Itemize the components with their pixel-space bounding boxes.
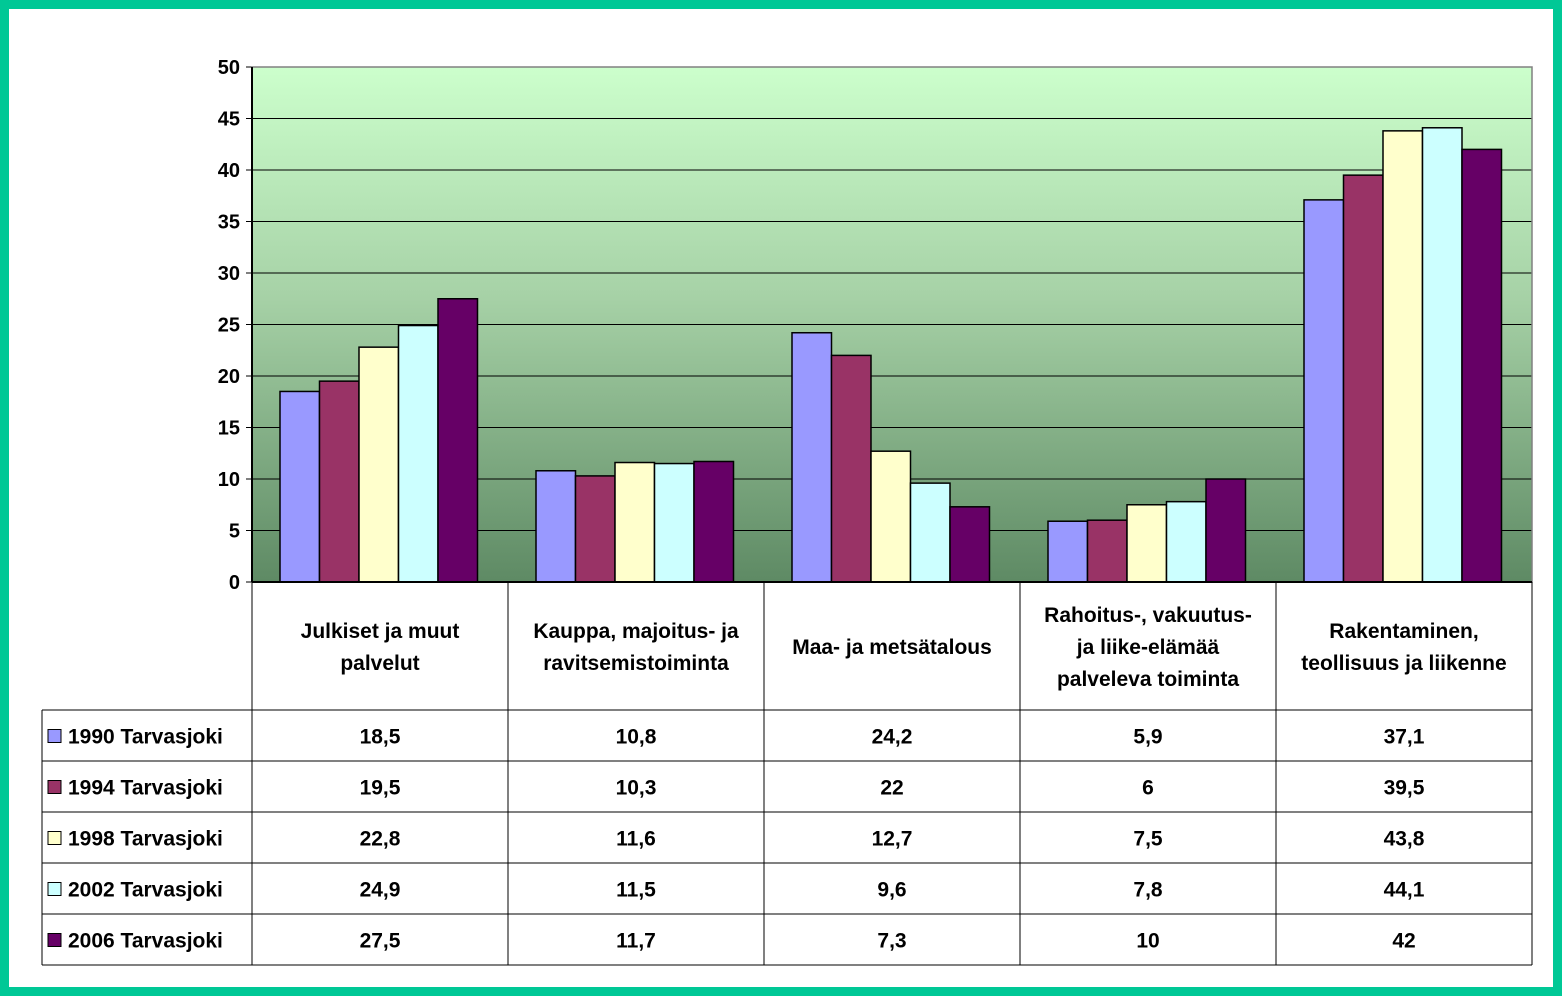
- bar: [909, 482, 951, 583]
- data-label: 12,7: [872, 828, 913, 851]
- legend-label: 1994 Tarvasjoki: [68, 777, 223, 800]
- bar: [791, 331, 833, 583]
- category-label: Maa- ja metsätalous: [792, 636, 992, 659]
- bar: [1205, 478, 1247, 583]
- category-label: Rakentaminen,: [1329, 620, 1478, 643]
- y-tick-label: 10: [218, 469, 240, 491]
- category-label: palveleva toiminta: [1057, 668, 1239, 691]
- bar: [279, 390, 321, 583]
- bar: [1126, 504, 1168, 583]
- category-label: Kauppa, majoitus- ja: [533, 620, 739, 643]
- data-label: 18,5: [360, 726, 401, 749]
- data-label: 7,8: [1133, 879, 1163, 902]
- y-tick-label: 25: [218, 315, 240, 337]
- category-label: Rahoitus-, vakuutus-: [1044, 604, 1252, 627]
- category-label: teollisuus ja liikenne: [1301, 652, 1506, 675]
- y-tick-label: 50: [218, 57, 240, 79]
- bar: [870, 450, 912, 583]
- bar: [318, 380, 360, 583]
- bar: [574, 475, 616, 583]
- legend-label: 2006 Tarvasjoki: [68, 930, 223, 953]
- legend-key: [47, 882, 62, 896]
- data-label: 39,5: [1384, 777, 1425, 800]
- y-tick-label: 45: [218, 109, 240, 131]
- bar: [535, 470, 577, 583]
- data-label: 43,8: [1384, 828, 1425, 851]
- data-label: 37,1: [1384, 726, 1425, 749]
- bar: [358, 346, 400, 583]
- data-label: 9,6: [877, 879, 906, 902]
- legend-label: 1998 Tarvasjoki: [68, 828, 223, 851]
- data-label: 44,1: [1384, 879, 1425, 902]
- data-label: 6: [1142, 777, 1154, 800]
- legend-key: [47, 780, 62, 794]
- data-label: 10,3: [616, 777, 657, 800]
- data-label: 27,5: [360, 930, 401, 953]
- legend-label: 1990 Tarvasjoki: [68, 726, 223, 749]
- data-label: 11,5: [616, 879, 656, 902]
- bar: [693, 460, 735, 583]
- legend-key: [47, 933, 62, 947]
- data-label: 24,9: [360, 879, 401, 902]
- data-label: 10,8: [616, 726, 657, 749]
- bar: [653, 462, 695, 583]
- y-tick-label: 0: [229, 572, 240, 594]
- bar: [1086, 519, 1128, 583]
- bar: [1303, 199, 1345, 583]
- data-label: 24,2: [872, 726, 913, 749]
- y-tick-label: 30: [218, 263, 240, 285]
- data-label: 11,7: [616, 930, 656, 953]
- bar: [949, 506, 991, 583]
- legend-label: 2002 Tarvasjoki: [68, 879, 223, 902]
- y-tick-label: 35: [218, 212, 240, 234]
- bar: [614, 461, 656, 583]
- y-tick-label: 5: [229, 521, 240, 543]
- data-label: 22: [880, 777, 903, 800]
- legend-key: [47, 729, 62, 743]
- data-label: 42: [1392, 930, 1415, 953]
- data-label: 7,5: [1133, 828, 1163, 851]
- bar: [397, 324, 439, 583]
- data-label: 22,8: [360, 828, 401, 851]
- data-label: 5,9: [1133, 726, 1162, 749]
- category-label: Julkiset ja muut: [301, 620, 460, 643]
- bar: [1165, 500, 1207, 583]
- category-label: ja liike-elämää: [1076, 636, 1220, 659]
- bar: [830, 354, 872, 583]
- bar: [1461, 148, 1503, 583]
- legend-key: [47, 831, 62, 845]
- y-tick-label: 20: [218, 366, 240, 388]
- data-label: 10: [1136, 930, 1159, 953]
- category-label: palvelut: [340, 652, 419, 675]
- bar: [1421, 127, 1463, 583]
- bar: [1382, 130, 1424, 583]
- bar: [1342, 174, 1384, 583]
- category-label: ravitsemistoiminta: [543, 652, 729, 675]
- data-label: 7,3: [877, 930, 906, 953]
- data-label: 19,5: [360, 777, 401, 800]
- bar: [1047, 520, 1089, 583]
- y-tick-label: 15: [218, 418, 240, 440]
- bar: [437, 298, 479, 583]
- y-tick-label: 40: [218, 160, 240, 182]
- data-label: 11,6: [616, 828, 656, 851]
